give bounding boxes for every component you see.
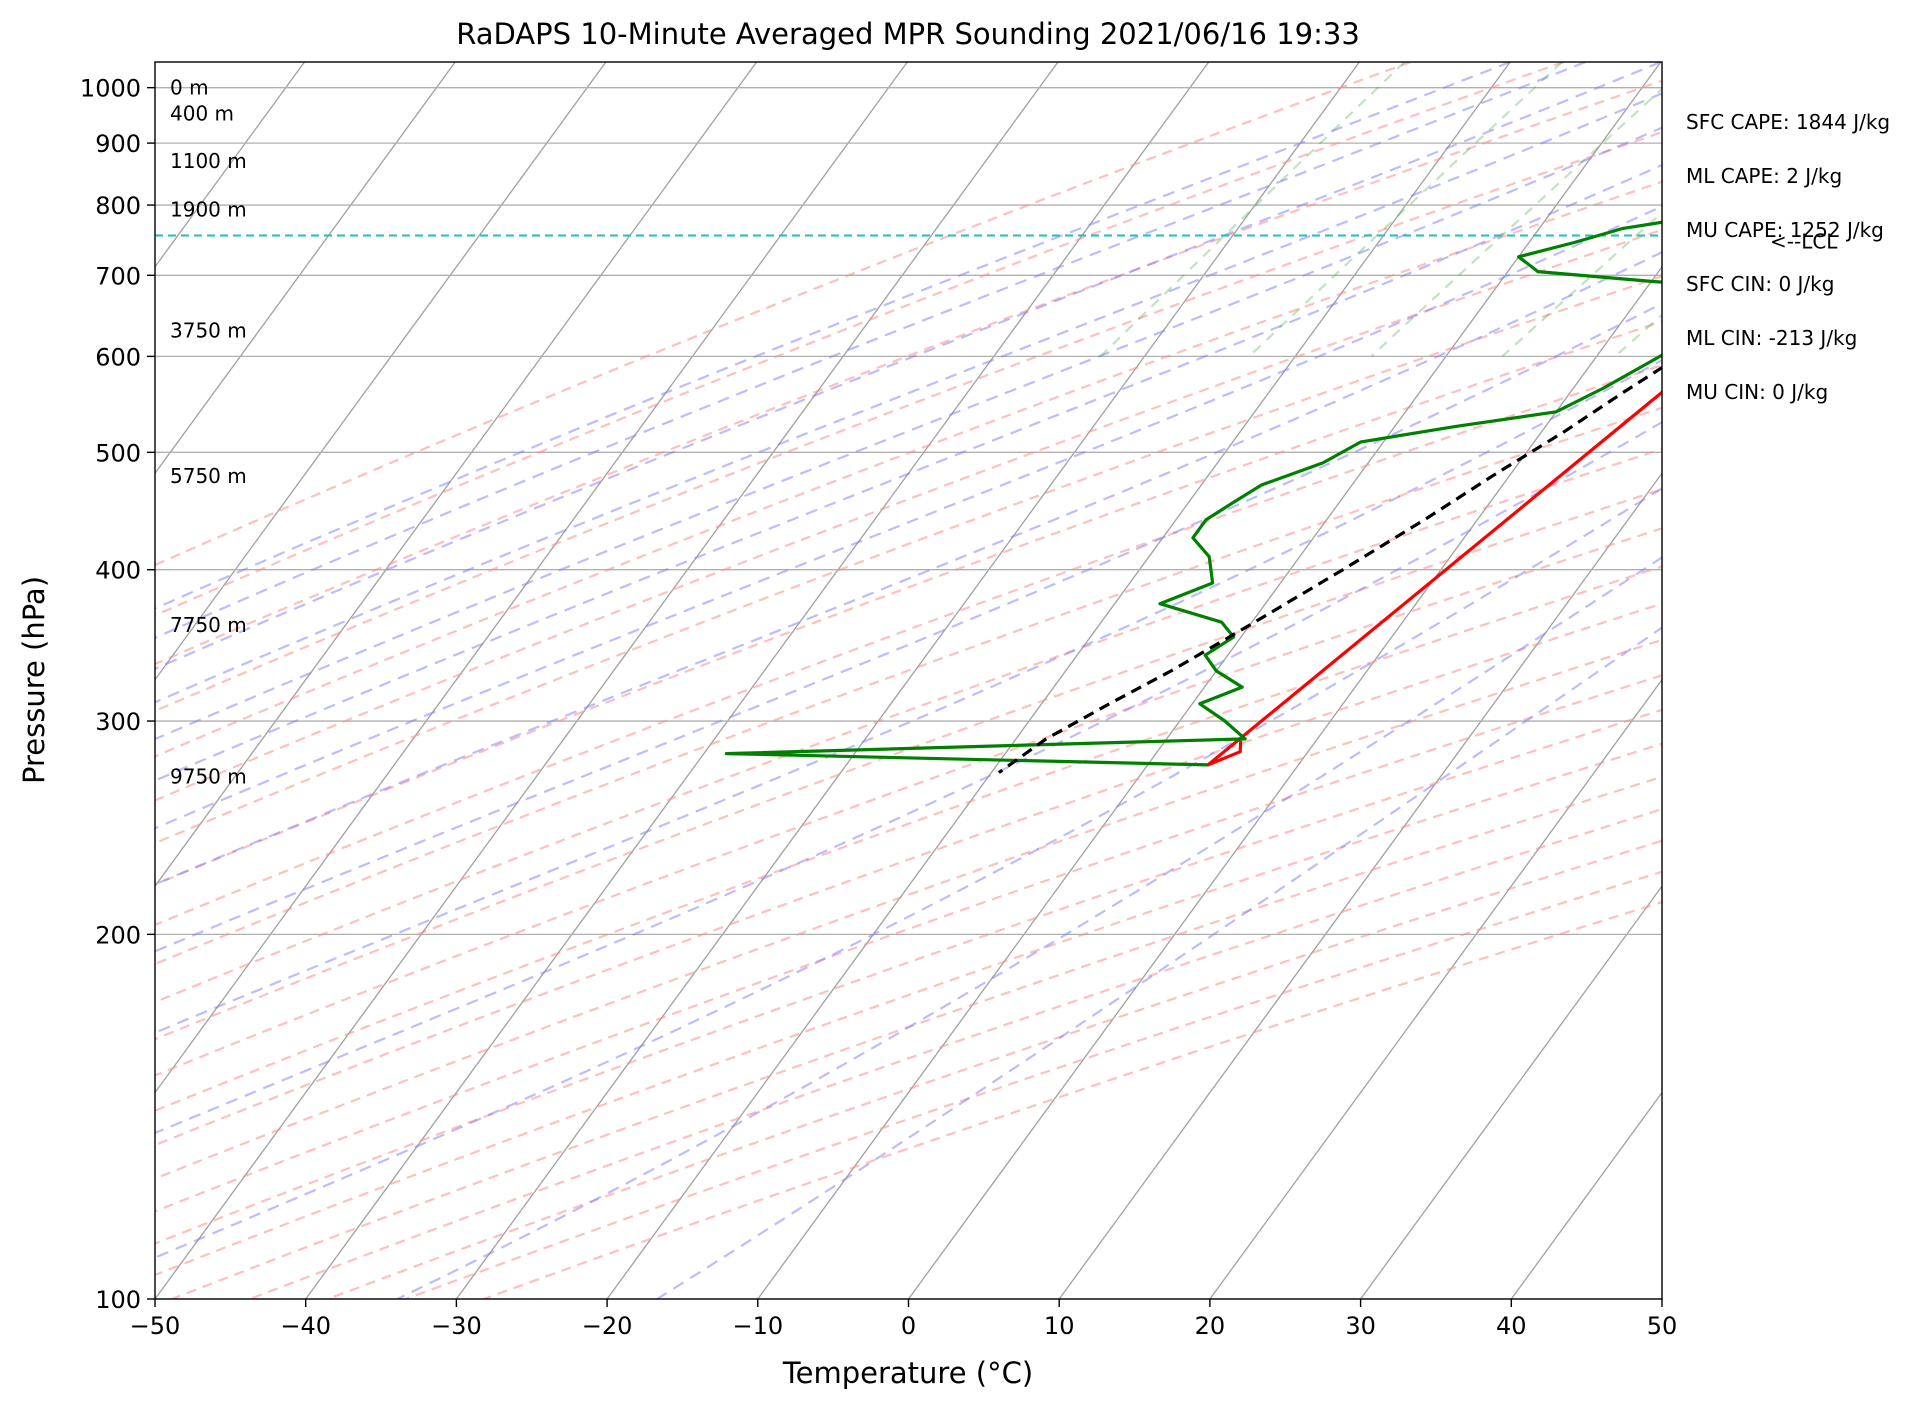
moist-adiabat-line (155, 62, 1511, 610)
dry-adiabat-line (155, 275, 1662, 845)
dry-adiabat-line (155, 79, 1662, 666)
x-tick-label: 50 (1647, 1312, 1678, 1340)
dry-adiabat-line (155, 62, 1412, 567)
background-lines (155, 62, 1662, 1299)
dry-adiabat-line (171, 775, 1662, 1299)
dry-adiabat-line (155, 447, 1662, 1004)
mixing-ratio-line (1370, 87, 1662, 358)
x-tick-label: −30 (431, 1312, 482, 1340)
mixing-ratio-line (1501, 211, 1662, 358)
chart-title: RaDAPS 10-Minute Averaged MPR Sounding 2… (456, 17, 1360, 51)
y-tick-label: 200 (95, 921, 141, 949)
x-tick-label: 10 (1044, 1312, 1075, 1340)
y-tick-label: 300 (95, 708, 141, 736)
moist-adiabat-line (396, 556, 1662, 1299)
dry-adiabat-line (155, 320, 1662, 886)
dry-adiabat-line (155, 708, 1662, 1245)
height-label: 7750 m (170, 613, 247, 637)
y-tick-label: 900 (95, 130, 141, 158)
isotherm-line (155, 62, 1059, 1299)
mixing-ratio-line (1099, 62, 1406, 358)
stats-panel: SFC CAPE: 1844 J/kg ML CAPE: 2 J/kg MU CAP… (1686, 110, 1890, 404)
x-tick-label: 30 (1345, 1312, 1376, 1340)
y-axis-ticks: 1000 900 800 700 600 500 400 300 200 100 (80, 75, 155, 1314)
isotherm-line (155, 62, 456, 475)
stat-line: ML CIN: -213 J/kg (1686, 326, 1857, 350)
y-axis-label: Pressure (hPa) (17, 576, 51, 784)
stat-line: ML CAPE: 2 J/kg (1686, 164, 1842, 188)
height-label: 1100 m (170, 149, 247, 173)
isotherm-line (606, 62, 1511, 1299)
y-tick-label: 400 (95, 557, 141, 585)
y-tick-label: 700 (95, 262, 141, 290)
moist-adiabat-line (155, 250, 1662, 886)
x-axis-ticks: −50 −40 −30 −20 −10 0 10 20 30 40 50 (130, 1299, 1678, 1340)
height-label: 5750 m (170, 464, 247, 488)
dry-adiabat-line (155, 742, 1662, 1277)
x-tick-label: 0 (901, 1312, 916, 1340)
isotherm-line (907, 265, 1662, 1299)
isotherm-line (155, 62, 908, 1094)
parcel-path-line (997, 365, 1662, 774)
isotherm-line (455, 62, 1360, 1299)
height-label: 400 m (170, 102, 234, 126)
dry-adiabat-line (155, 488, 1662, 1041)
dry-adiabat-line (155, 228, 1662, 802)
stat-line: MU CIN: 0 J/kg (1686, 380, 1828, 404)
x-tick-label: −50 (130, 1312, 181, 1340)
dewpoint-profile-line (724, 220, 1662, 767)
x-tick-label: 40 (1496, 1312, 1527, 1340)
moist-adiabat-line (155, 62, 1662, 671)
y-tick-label: 1000 (80, 75, 141, 103)
moist-adiabat-line (155, 163, 1662, 782)
y-tick-label: 500 (95, 439, 141, 467)
y-tick-label: 600 (95, 343, 141, 371)
x-tick-label: 20 (1195, 1312, 1226, 1340)
moist-adiabat-line (155, 92, 1662, 704)
dry-adiabat-line (155, 527, 1662, 1077)
moist-adiabat-line (155, 205, 1662, 830)
isotherm-line (155, 62, 607, 681)
height-label: 1900 m (170, 198, 247, 222)
height-label: 3750 m (170, 319, 247, 343)
y-tick-label: 800 (95, 192, 141, 220)
x-tick-label: −10 (732, 1312, 783, 1340)
stat-line: SFC CIN: 0 J/kg (1686, 272, 1834, 296)
isotherm-line (1058, 472, 1662, 1299)
moist-adiabat-line (155, 302, 1662, 953)
isotherm-line (1360, 885, 1662, 1299)
isotherm-line (155, 62, 758, 888)
lcl-label: <--LCL (1770, 230, 1838, 254)
height-label: 0 m (170, 76, 209, 100)
moist-adiabat-line (155, 359, 1662, 1034)
height-label: 9750 m (170, 764, 247, 788)
moist-adiabat-line (656, 626, 1662, 1299)
x-tick-label: −20 (582, 1312, 633, 1340)
y-tick-label: 100 (95, 1286, 141, 1314)
data-lines (724, 220, 1662, 774)
mixing-ratio-line (1248, 62, 1563, 358)
stat-line: SFC CAPE: 1844 J/kg (1686, 110, 1890, 134)
moist-adiabat-line (155, 62, 1586, 640)
x-axis-label: Temperature (°C) (782, 1356, 1033, 1390)
x-tick-label: −40 (280, 1312, 331, 1340)
stat-line: MU CAPE: 1252 J/kg (1686, 218, 1884, 242)
